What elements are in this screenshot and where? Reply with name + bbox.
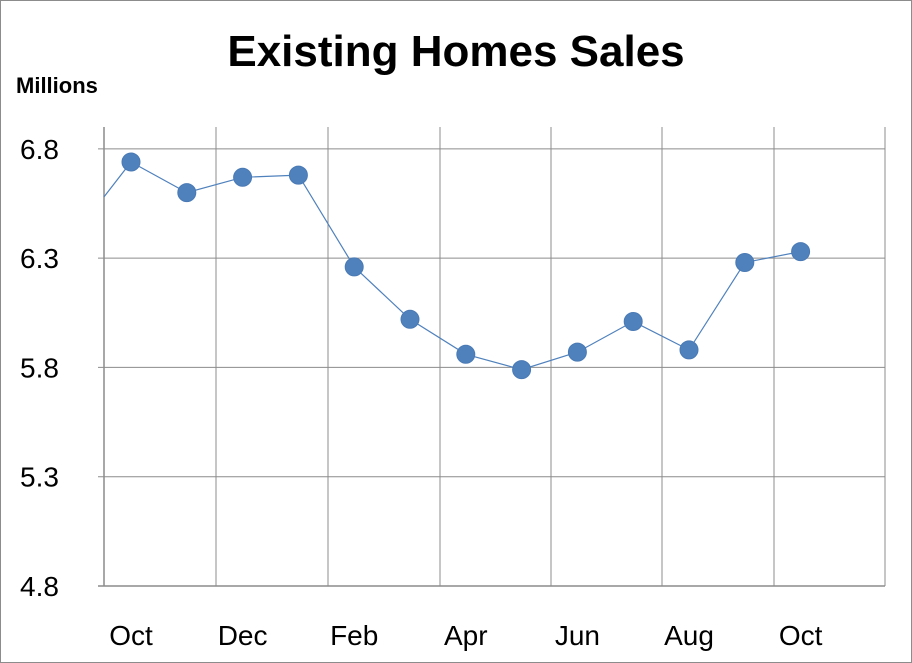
data-point [456,344,476,364]
data-point [288,165,308,185]
y-tick-label: 4.8 [20,571,59,602]
data-point [791,242,811,262]
data-point [735,253,755,272]
x-tick-label: Oct [109,620,153,651]
data-point [567,342,587,362]
series-line [103,161,801,371]
y-tick-label: 5.3 [20,462,59,493]
gridlines [98,127,886,586]
x-tick-label: Aug [664,620,714,651]
y-axis-label: Millions [16,73,98,98]
y-tick-label: 6.8 [20,134,59,165]
x-tick-label: Dec [218,620,268,651]
x-tick-label: Apr [444,620,488,651]
data-point [679,340,699,360]
y-tick-label: 6.3 [20,243,59,274]
data-point [512,360,532,380]
axes [98,127,885,587]
y-tick-label: 5.8 [20,352,59,383]
x-tick-label: Oct [779,620,823,651]
data-point [121,152,141,172]
data-series [103,152,811,380]
data-point [344,257,364,277]
x-tick-label: Feb [330,620,378,651]
y-tick-labels: 6.8 6.3 5.8 5.3 4.8 [20,134,59,602]
x-tick-labels: Oct Dec Feb Apr Jun Aug Oct [109,620,822,651]
data-point [177,183,197,203]
x-tick-label: Jun [555,620,600,651]
data-point [623,312,643,331]
data-point [233,167,253,187]
data-point [400,309,420,329]
chart-title: Existing Homes Sales [227,27,684,76]
